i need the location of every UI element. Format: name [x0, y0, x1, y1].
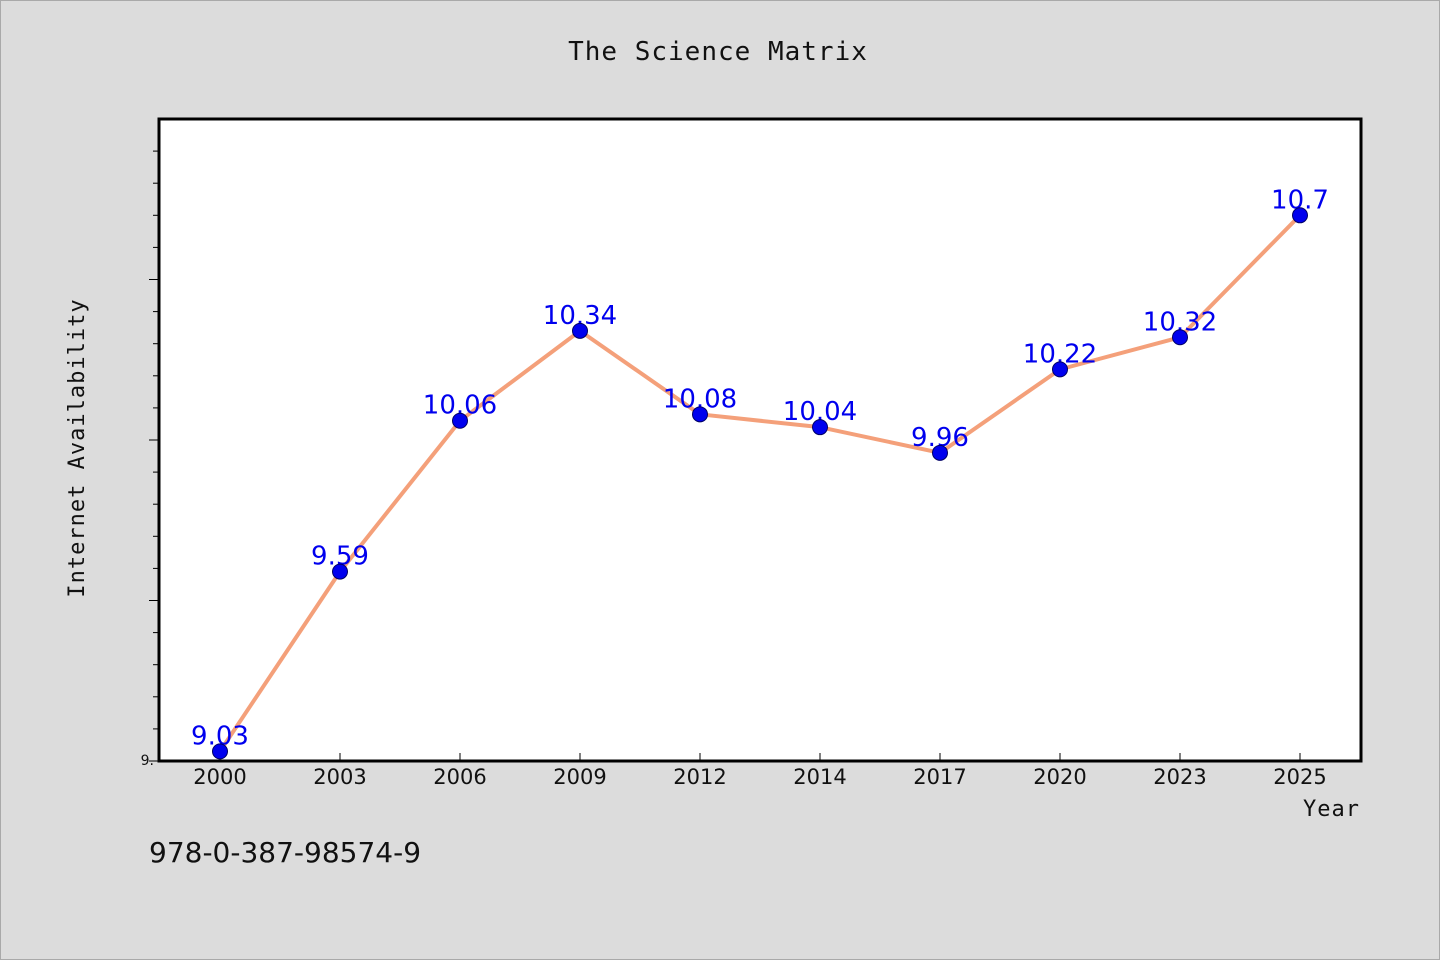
series-line — [218, 213, 1302, 754]
x-axis-ticks: 2000 2003 2006 2009 2012 2014 2017 2020 2023 2025 — [193, 753, 1327, 789]
y-axis-label: Internet Availability — [65, 298, 90, 597]
x-tick-label: 2009 — [553, 765, 606, 789]
y-axis-ticks — [149, 150, 159, 762]
plot-area — [157, 117, 1363, 763]
data-point — [212, 743, 228, 760]
x-tick-label: 2003 — [313, 765, 366, 789]
x-tick-label: 2017 — [913, 765, 966, 789]
x-tick-label: 2012 — [673, 765, 726, 789]
data-point — [332, 563, 348, 580]
x-tick-label: 2006 — [433, 765, 486, 789]
data-point — [452, 412, 468, 429]
y-tick-label: 9. — [141, 753, 154, 769]
data-point — [572, 322, 588, 339]
x-tick-label: 2023 — [1153, 765, 1206, 789]
x-axis-label: Year — [1303, 797, 1360, 822]
isbn-text: 978-0-387-98574-9 — [149, 836, 421, 869]
data-point — [932, 444, 948, 461]
data-point — [1052, 361, 1068, 378]
x-tick-label: 2014 — [793, 765, 846, 789]
chart-title: The Science Matrix — [568, 37, 868, 67]
data-point — [1172, 329, 1188, 346]
data-point — [692, 406, 708, 423]
data-point — [812, 419, 828, 436]
x-tick-label: 2025 — [1273, 765, 1326, 789]
x-tick-label: 2020 — [1033, 765, 1086, 789]
data-point — [1292, 207, 1308, 224]
x-tick-label: 2000 — [193, 765, 246, 789]
